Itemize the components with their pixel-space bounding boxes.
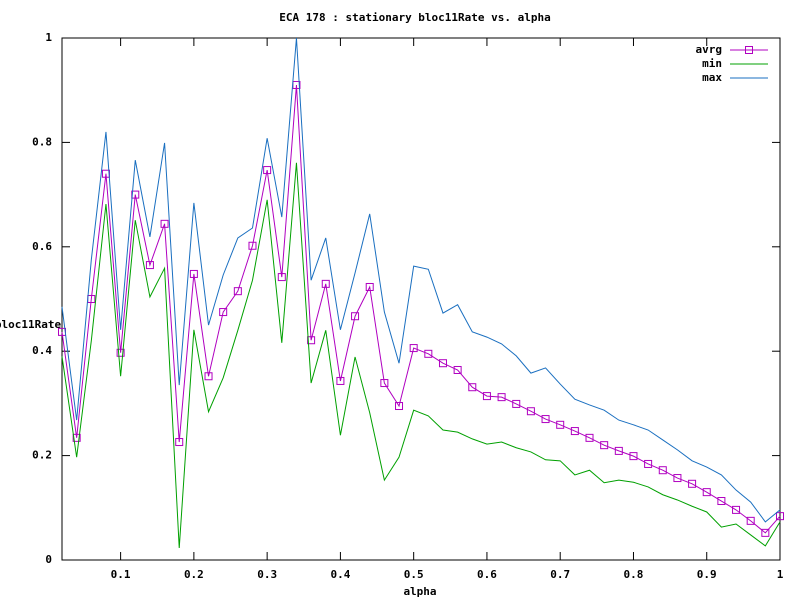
data-point: [658, 466, 667, 475]
legend-marker: [745, 46, 753, 54]
data-point: [629, 452, 638, 461]
data-point: [204, 372, 213, 381]
y-tick-label: 0.4: [32, 344, 52, 357]
x-axis-label: alpha: [403, 585, 436, 598]
data-point: [526, 407, 535, 416]
data-point: [160, 219, 169, 228]
data-point: [776, 512, 784, 521]
data-point: [453, 365, 462, 374]
series-line: [61, 84, 781, 534]
data-point: [644, 459, 653, 468]
y-tick-label: 0.6: [32, 240, 52, 253]
data-point: [233, 287, 242, 296]
data-point: [380, 379, 389, 388]
data-point: [761, 528, 770, 537]
data-point: [512, 399, 521, 408]
legend-label: max: [702, 71, 722, 84]
data-point: [673, 474, 682, 483]
data-point: [336, 376, 345, 385]
x-tick-label: 0.5: [404, 568, 424, 581]
data-point: [585, 433, 594, 442]
series-line: [61, 162, 781, 549]
plot-frame: [61, 37, 781, 561]
data-point: [424, 349, 433, 358]
data-point: [688, 479, 697, 488]
data-point: [351, 312, 360, 321]
data-point: [277, 273, 286, 282]
x-tick-label: 0.4: [330, 568, 350, 581]
data-point: [556, 420, 565, 429]
data-point: [541, 415, 550, 424]
data-point: [145, 261, 154, 270]
data-point: [614, 446, 623, 455]
x-tick-label: 0.8: [624, 568, 644, 581]
data-point: [307, 336, 316, 345]
y-tick-label: 0.8: [32, 135, 52, 148]
x-tick-label: 0.1: [111, 568, 131, 581]
legend-label: min: [702, 57, 722, 70]
data-point: [175, 438, 184, 447]
x-tick-label: 0.2: [184, 568, 204, 581]
data-point: [116, 348, 125, 357]
x-tick-label: 0.3: [257, 568, 277, 581]
y-tick-label: 0: [45, 553, 52, 566]
x-tick-label: 1: [777, 568, 784, 581]
x-tick-label: 0.9: [697, 568, 717, 581]
data-point: [263, 166, 272, 175]
data-point: [365, 282, 374, 291]
data-point: [72, 433, 81, 442]
y-tick-label: 0.2: [32, 449, 52, 462]
data-point: [438, 359, 447, 368]
data-point: [219, 308, 228, 317]
x-tick-label: 0.7: [550, 568, 570, 581]
legend-label: avrg: [696, 43, 723, 56]
data-point: [248, 241, 257, 250]
data-point: [746, 516, 755, 525]
data-point: [717, 497, 726, 506]
data-point: [189, 269, 198, 278]
series-line: [61, 37, 781, 523]
x-tick-label: 0.6: [477, 568, 497, 581]
data-point: [395, 402, 404, 411]
data-point: [131, 190, 140, 199]
data-point: [468, 383, 477, 392]
y-axis-label: bloc11Rate: [0, 318, 61, 331]
data-point: [570, 427, 579, 436]
chart-title: ECA 178 : stationary bloc11Rate vs. alph…: [279, 11, 551, 24]
data-point: [321, 279, 330, 288]
data-point: [600, 441, 609, 450]
y-tick-label: 1: [45, 31, 52, 44]
data-point: [497, 393, 506, 402]
data-point: [409, 344, 418, 353]
data-point: [702, 488, 711, 497]
data-point: [732, 505, 741, 514]
data-point: [482, 392, 491, 401]
